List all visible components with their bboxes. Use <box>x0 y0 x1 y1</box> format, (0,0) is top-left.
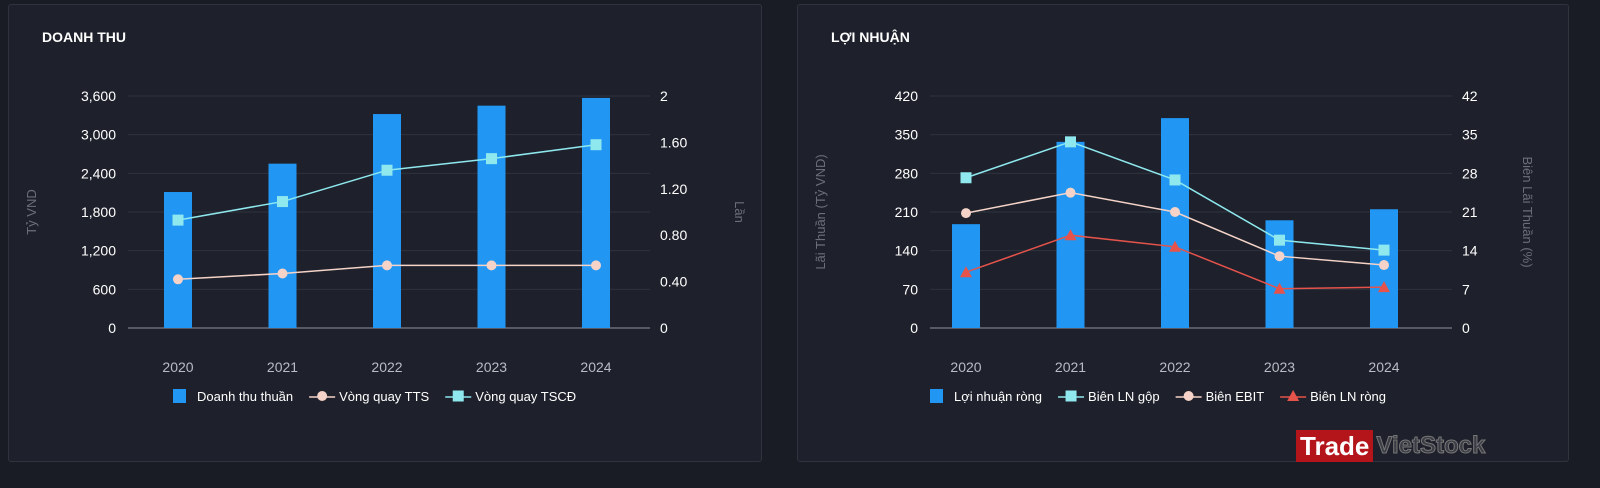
legend-swatch <box>173 389 186 403</box>
y2-axis-title: Lần <box>732 201 747 223</box>
y2-tick-label: 0 <box>660 320 668 336</box>
y-axis-title: Lãi Thuần (Tỷ VND) <box>813 154 828 269</box>
data-point <box>173 274 183 285</box>
y-tick-label: 140 <box>895 243 919 259</box>
legend-label: Biên EBIT <box>1206 389 1265 404</box>
logo-trade: Trade <box>1296 430 1374 462</box>
bar <box>268 163 297 328</box>
y2-tick-label: 21 <box>1462 204 1478 220</box>
y-tick-label: 1,200 <box>81 243 116 259</box>
y-tick-label: 600 <box>93 281 117 297</box>
x-tick-label: 2020 <box>950 359 981 375</box>
data-point <box>1169 174 1181 186</box>
x-tick-label: 2020 <box>162 359 193 375</box>
logo-vietstock: VietStock <box>1376 432 1486 460</box>
y-tick-label: 3,600 <box>81 88 116 104</box>
legend-marker <box>1065 390 1077 402</box>
y-axis-title: Tỷ VND <box>24 189 39 235</box>
data-point <box>172 214 184 226</box>
legend-label: Doanh thu thuần <box>197 389 293 404</box>
x-tick-label: 2021 <box>1055 359 1086 375</box>
legend-marker <box>317 391 328 401</box>
y-tick-label: 1,800 <box>81 204 116 220</box>
bar <box>373 114 401 329</box>
legend-label: Lợi nhuận ròng <box>954 389 1042 404</box>
y2-axis-title: Biên Lãi Thuần (%) <box>1520 156 1535 267</box>
y-tick-label: 0 <box>910 320 918 336</box>
legend-marker <box>452 390 464 402</box>
data-point <box>277 196 288 208</box>
x-tick-label: 2024 <box>1368 359 1399 375</box>
data-point <box>1065 136 1076 148</box>
y2-tick-label: 0.40 <box>660 274 687 290</box>
x-tick-label: 2023 <box>476 359 507 375</box>
data-point <box>381 164 393 176</box>
data-point <box>960 266 972 278</box>
y2-tick-label: 0.80 <box>660 227 687 243</box>
revenue-chart: 0 600 1,200 1,800 2,400 3,000 3,600 0 0.40 0.80 1.… <box>24 88 747 404</box>
bar <box>1161 118 1189 328</box>
y2-tick-label: 35 <box>1462 127 1478 143</box>
y-tick-label: 0 <box>108 320 116 336</box>
legend-swatch <box>930 389 943 403</box>
y-tick-label: 70 <box>902 281 918 297</box>
data-point <box>382 260 392 271</box>
data-point <box>486 260 497 271</box>
y2-tick-label: 1.60 <box>660 134 687 150</box>
legend-label: Vòng quay TSCĐ <box>475 389 576 404</box>
data-point <box>960 172 972 184</box>
data-point <box>486 153 497 165</box>
y-tick-label: 2,400 <box>81 165 116 181</box>
tradevietstock-logo: Trade VietStock <box>1296 430 1486 462</box>
legend-label: Biên LN gộp <box>1088 389 1160 404</box>
data-point <box>1064 229 1077 241</box>
data-point <box>1379 260 1389 271</box>
legend-label: Biên LN ròng <box>1310 389 1386 404</box>
y2-tick-label: 1.20 <box>660 181 687 197</box>
profit-panel: LỢI NHUẬN <box>797 4 1569 462</box>
x-tick-label: 2024 <box>580 359 611 375</box>
data-point <box>1274 234 1285 246</box>
bar <box>477 105 506 329</box>
data-point <box>1169 240 1181 252</box>
x-tick-label: 2022 <box>371 359 402 375</box>
y-tick-label: 350 <box>895 127 919 143</box>
revenue-title: DOANH THU <box>42 29 126 45</box>
data-point <box>1065 187 1076 198</box>
y-tick-label: 280 <box>895 165 919 181</box>
data-point <box>277 268 288 279</box>
y2-tick-label: 2 <box>660 88 668 104</box>
x-tick-label: 2021 <box>267 359 298 375</box>
data-point <box>1273 282 1286 294</box>
legend-marker <box>1287 390 1300 401</box>
y2-tick-label: 42 <box>1462 88 1478 104</box>
y-tick-label: 210 <box>895 204 919 220</box>
y2-tick-label: 0 <box>1462 320 1470 336</box>
x-tick-label: 2023 <box>1264 359 1295 375</box>
data-point <box>1378 244 1390 256</box>
y-tick-label: 3,000 <box>81 127 116 143</box>
profit-chart: 0 70 140 210 280 350 420 0 7 14 21 28 35 42 Lãi Thuần … <box>813 88 1535 404</box>
y2-tick-label: 28 <box>1462 165 1478 181</box>
legend-label: Vòng quay TTS <box>339 389 429 404</box>
profit-title: LỢI NHUẬN <box>831 29 910 45</box>
legend-marker <box>1183 391 1194 401</box>
y2-tick-label: 14 <box>1462 243 1478 259</box>
data-point <box>961 208 971 219</box>
data-point <box>1274 251 1285 262</box>
y2-tick-label: 7 <box>1462 281 1470 297</box>
data-point <box>1170 207 1180 217</box>
data-point <box>1378 281 1390 293</box>
bar <box>582 97 610 328</box>
x-tick-label: 2022 <box>1159 359 1190 375</box>
data-point <box>590 139 602 151</box>
data-point <box>591 260 601 271</box>
y-tick-label: 420 <box>895 88 919 104</box>
